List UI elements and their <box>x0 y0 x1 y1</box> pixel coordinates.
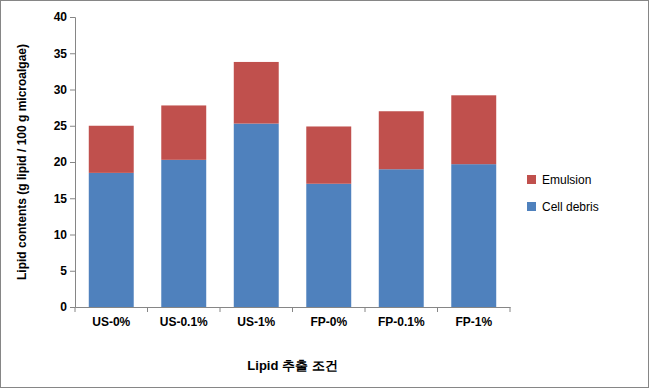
x-tick: US-1% <box>237 307 275 329</box>
legend-label: Emulsion <box>542 173 591 187</box>
y-axis-line <box>70 18 76 308</box>
legend-swatch <box>527 202 536 211</box>
y-tick: 5 <box>60 264 75 278</box>
y-tick-mark <box>70 90 75 91</box>
x-axis: US-0% US-0.1% US-1% FP-0% FP-0.1% FP-1% <box>76 307 511 329</box>
bar-segment <box>234 124 279 307</box>
bar-segment <box>89 173 134 307</box>
y-tick-mark <box>70 17 75 18</box>
x-tick: US-0.1% <box>160 307 208 329</box>
bar-segment <box>89 126 134 173</box>
y-tick-mark <box>70 198 75 199</box>
y-tick-label: 0 <box>60 300 67 314</box>
y-tick-mark <box>70 162 75 163</box>
x-tick: FP-0% <box>310 307 347 329</box>
y-axis-title: Lipid contents (g lipid / 100 g microalg… <box>15 44 29 280</box>
y-tick: 0 <box>60 300 75 314</box>
x-axis-title: Lipid 추출 조건 <box>247 358 337 373</box>
bar-segment <box>379 111 424 169</box>
y-tick: 15 <box>54 192 75 206</box>
legend: Emulsion Cell debris <box>527 173 599 214</box>
y-tick: 40 <box>54 10 75 24</box>
chart-frame <box>1 1 649 388</box>
x-tick-label: US-0% <box>92 315 130 329</box>
x-tick-label: US-0.1% <box>160 315 208 329</box>
y-tick: 20 <box>54 155 75 169</box>
x-tick: FP-1% <box>455 307 492 329</box>
y-tick-mark <box>70 235 75 236</box>
y-tick-label: 10 <box>54 228 68 242</box>
bar-segment <box>306 184 351 307</box>
y-tick: 30 <box>54 83 75 97</box>
bars <box>89 62 496 307</box>
y-tick-label: 15 <box>54 192 68 206</box>
x-separator <box>147 307 148 312</box>
bar-segment <box>451 95 496 164</box>
x-tick-label: FP-1% <box>455 315 492 329</box>
y-tick: 25 <box>54 119 75 133</box>
x-separator <box>510 307 511 312</box>
y-tick-mark <box>70 307 75 308</box>
legend-swatch <box>527 175 536 184</box>
y-tick-label: 20 <box>54 155 68 169</box>
legend-label: Cell debris <box>542 200 599 214</box>
bar-segment <box>451 164 496 307</box>
x-separator <box>365 307 366 312</box>
x-tick-label: FP-0.1% <box>378 315 425 329</box>
x-tick-label: US-1% <box>237 315 275 329</box>
y-tick: 10 <box>54 228 75 242</box>
y-tick-label: 5 <box>60 264 67 278</box>
bar-segment <box>306 126 351 183</box>
y-tick-mark <box>70 126 75 127</box>
y-axis: 0 5 10 15 20 25 30 35 40 <box>54 10 76 314</box>
x-separator <box>220 307 221 312</box>
y-tick-mark <box>70 53 75 54</box>
y-tick-label: 30 <box>54 83 68 97</box>
chart: 0 5 10 15 20 25 30 35 40 US-0% US-0.1% US-1% FP-0% FP… <box>0 0 649 388</box>
x-tick: US-0% <box>92 307 130 329</box>
x-separator <box>437 307 438 312</box>
bar-segment <box>234 62 279 124</box>
bar-segment <box>379 169 424 307</box>
y-tick: 35 <box>54 47 75 61</box>
y-tick-label: 35 <box>54 47 68 61</box>
x-separator <box>75 307 76 312</box>
y-tick-mark <box>70 271 75 272</box>
x-separator <box>292 307 293 312</box>
bar-segment <box>161 160 206 307</box>
bar-segment <box>161 105 206 159</box>
x-tick-label: FP-0% <box>310 315 347 329</box>
x-tick: FP-0.1% <box>378 307 425 329</box>
y-tick-label: 25 <box>54 119 68 133</box>
y-tick-label: 40 <box>54 10 68 24</box>
